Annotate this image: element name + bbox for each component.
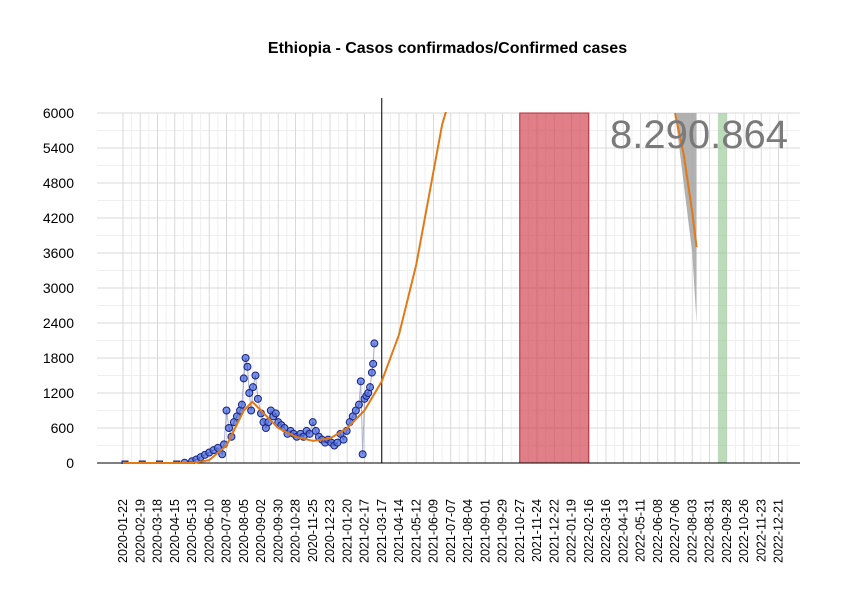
data-point bbox=[339, 435, 348, 444]
x-tick-label: 2021-06-09 bbox=[427, 499, 441, 563]
data-point bbox=[367, 368, 376, 377]
x-tick-label: 2022-07-06 bbox=[668, 499, 682, 563]
data-point bbox=[222, 406, 231, 415]
data-point bbox=[251, 371, 260, 380]
x-tick-label: 2020-01-22 bbox=[116, 499, 130, 563]
x-tick-label: 2021-01-20 bbox=[340, 499, 354, 563]
y-tick-label: 0 bbox=[66, 455, 74, 471]
x-tick-label: 2022-06-08 bbox=[651, 499, 665, 563]
x-tick-label: 2021-09-01 bbox=[478, 499, 492, 563]
x-tick-label: 2020-06-10 bbox=[202, 499, 216, 563]
x-tick-label: 2021-04-14 bbox=[392, 499, 406, 563]
x-tick-label: 2022-11-23 bbox=[754, 499, 768, 562]
x-tick-label: 2020-07-08 bbox=[220, 499, 234, 563]
gray-band bbox=[675, 113, 697, 323]
total-cases-label: 8.290.864 bbox=[610, 113, 788, 157]
data-point bbox=[218, 450, 227, 459]
marks bbox=[121, 112, 698, 464]
x-tick-label: 2021-12-22 bbox=[547, 499, 561, 563]
data-point bbox=[213, 443, 222, 452]
y-ticks: 0 600 1200 1800 2400 3000 3600 4200 4800 5400 6000 bbox=[43, 105, 74, 471]
red-band bbox=[519, 112, 590, 464]
x-tick-label: 2020-05-13 bbox=[185, 499, 199, 563]
x-tick-label: 2020-09-30 bbox=[271, 499, 285, 563]
x-tick-label: 2020-08-05 bbox=[237, 499, 251, 563]
data-point bbox=[271, 409, 280, 418]
y-tick-label: 1800 bbox=[43, 350, 74, 366]
data-point bbox=[239, 374, 248, 383]
x-tick-label: 2020-10-28 bbox=[289, 499, 303, 563]
green-band bbox=[718, 113, 727, 463]
data-point bbox=[237, 400, 246, 409]
x-tick-label: 2020-02-19 bbox=[133, 499, 147, 563]
data-point bbox=[369, 359, 378, 368]
x-tick-label: 2022-12-21 bbox=[772, 499, 786, 563]
x-tick-label: 2020-09-02 bbox=[254, 499, 268, 563]
x-tick-label: 2020-04-15 bbox=[168, 499, 182, 563]
data-connector bbox=[123, 343, 375, 464]
x-tick-label: 2022-10-26 bbox=[737, 499, 751, 563]
x-tick-label: 2020-12-23 bbox=[323, 499, 337, 563]
x-tick-label: 2021-11-24 bbox=[530, 499, 544, 562]
data-point bbox=[243, 362, 252, 371]
data-point bbox=[366, 383, 375, 392]
x-tick-label: 2022-02-16 bbox=[582, 499, 596, 563]
data-point bbox=[308, 418, 317, 427]
axes bbox=[97, 98, 800, 464]
x-tick-label: 2022-03-16 bbox=[599, 499, 613, 563]
x-tick-label: 2021-08-04 bbox=[461, 499, 475, 563]
data-point bbox=[241, 354, 250, 362]
x-tick-label: 2020-03-18 bbox=[151, 499, 165, 563]
x-tick-label: 2021-09-29 bbox=[496, 499, 510, 563]
x-tick-label: 2021-05-12 bbox=[409, 499, 423, 563]
y-tick-label: 3600 bbox=[43, 245, 74, 261]
y-tick-label: 1200 bbox=[43, 385, 74, 401]
data-point bbox=[247, 406, 256, 415]
x-tick-label: 2022-09-28 bbox=[720, 499, 734, 563]
data-point bbox=[356, 377, 365, 386]
x-tick-label: 2022-08-03 bbox=[685, 499, 699, 563]
x-tick-label: 2021-07-07 bbox=[444, 499, 458, 563]
x-ticks: 2020-01-22 2020-02-19 2020-03-18 2020-04-15… bbox=[116, 499, 786, 563]
y-tick-label: 600 bbox=[51, 420, 75, 436]
y-tick-label: 6000 bbox=[43, 105, 74, 121]
data-point bbox=[253, 394, 262, 403]
y-tick-label: 3000 bbox=[43, 280, 74, 296]
bands bbox=[519, 112, 727, 464]
data-point bbox=[248, 383, 257, 392]
data-point bbox=[358, 450, 367, 459]
y-tick-label: 4800 bbox=[43, 175, 74, 191]
y-tick-label: 2400 bbox=[43, 315, 74, 331]
data-point bbox=[224, 424, 233, 432]
y-tick-label: 5400 bbox=[43, 140, 74, 156]
data-point bbox=[354, 400, 363, 409]
y-tick-label: 4200 bbox=[43, 210, 74, 226]
data-point bbox=[370, 339, 379, 348]
x-tick-label: 2021-03-17 bbox=[375, 499, 389, 563]
x-tick-label: 2022-05-11 bbox=[634, 499, 648, 562]
x-tick-label: 2020-11-25 bbox=[306, 499, 320, 562]
x-tick-label: 2022-04-13 bbox=[616, 499, 630, 563]
trend-line-1 bbox=[123, 112, 447, 464]
x-tick-label: 2022-01-19 bbox=[565, 499, 579, 563]
chart-title: Ethiopia - Casos confirmados/Confirmed c… bbox=[267, 40, 628, 57]
trend-line-2 bbox=[674, 112, 698, 248]
data-point bbox=[245, 389, 254, 397]
x-tick-label: 2021-02-17 bbox=[358, 499, 372, 563]
x-tick-label: 2021-10-27 bbox=[513, 499, 527, 563]
x-tick-label: 2022-08-31 bbox=[703, 499, 717, 563]
